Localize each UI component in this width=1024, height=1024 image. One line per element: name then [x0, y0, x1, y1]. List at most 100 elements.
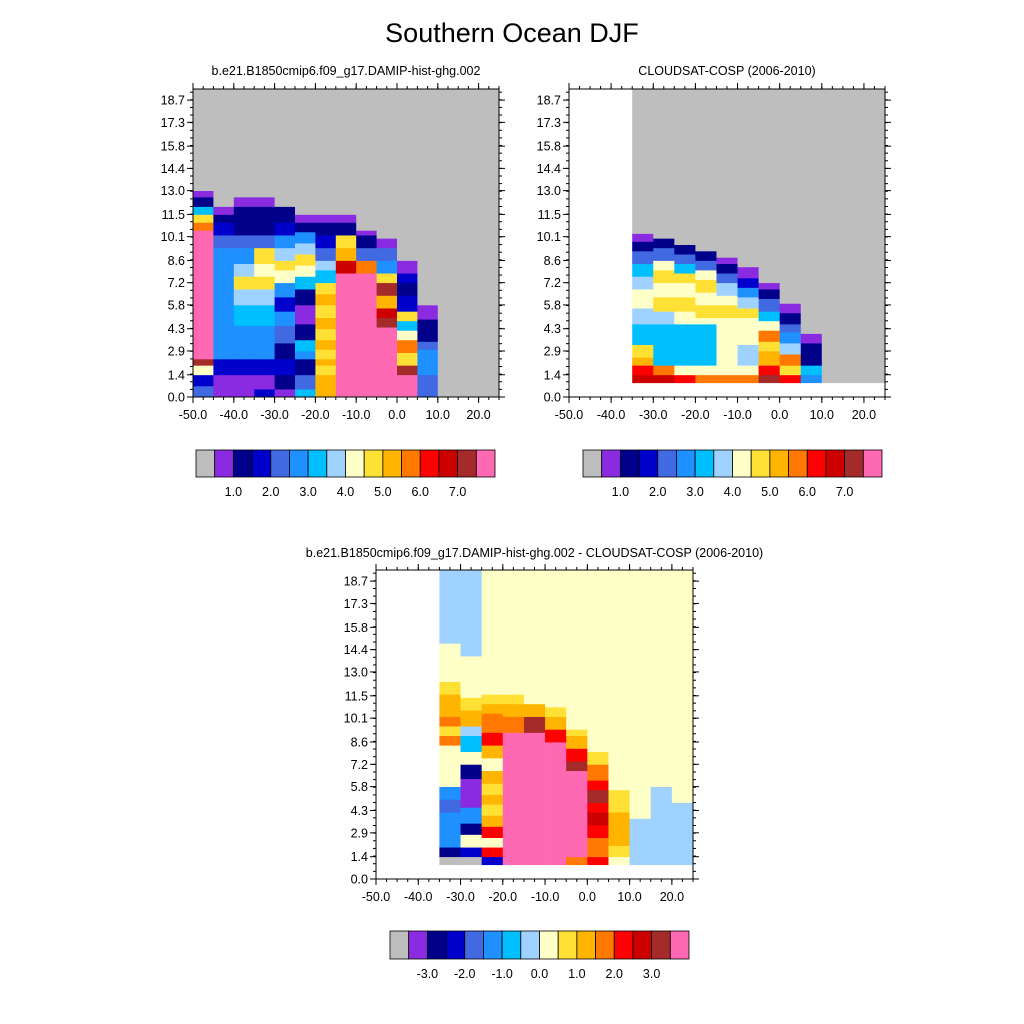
heatmap-cell [481, 847, 504, 858]
x-tick-label: -30.0 [446, 890, 475, 904]
heatmap-cell [397, 320, 418, 331]
heatmap-cell [632, 233, 654, 242]
heatmap-cell [502, 716, 525, 733]
y-tick-label: 10.1 [161, 230, 185, 244]
colorbar-swatch [382, 449, 402, 478]
colorbar-label: 2.0 [606, 967, 623, 981]
heatmap-cell [254, 358, 275, 376]
heatmap-cell [653, 296, 675, 312]
heatmap-cell [315, 304, 337, 319]
heatmap-cell [737, 266, 759, 279]
heatmap-cell [315, 374, 337, 390]
heatmap-cell [439, 856, 461, 866]
y-tick-label: 2.9 [544, 344, 561, 358]
y-tick-label: 10.1 [344, 712, 368, 726]
panel-title: b.e21.B1850cmip6.f09_g17.DAMIP-hist-ghg.… [306, 546, 763, 560]
heatmap-cell [587, 570, 609, 752]
heatmap-cell [254, 89, 275, 198]
heatmap-cell [254, 222, 275, 236]
heatmap-cell [233, 276, 255, 290]
heatmap-cell [737, 328, 759, 346]
colorbar: 1.0 2.0 3.0 4.0 5.0 6.0 7.0 [195, 449, 496, 499]
heatmap-cell [417, 384, 439, 398]
colorbar-label: 1.0 [225, 485, 242, 499]
heatmap-cell [481, 570, 504, 695]
x-tick-label: -20.0 [489, 890, 518, 904]
heatmap-cell [274, 282, 296, 298]
colorbar-swatch [426, 930, 447, 960]
heatmap-cell [439, 847, 461, 858]
heatmap-cell [653, 260, 675, 271]
heatmap-cell [254, 374, 275, 390]
heatmap-cell [233, 196, 255, 207]
heatmap-cell [356, 235, 377, 249]
heatmap-cell [650, 786, 673, 866]
heatmap-cell [608, 789, 630, 813]
colorbar-label: 7.0 [449, 485, 466, 499]
heatmap-cell [439, 757, 461, 772]
heatmap-cell [587, 789, 609, 803]
colorbar-swatch [270, 449, 290, 478]
y-tick-label: 7.2 [544, 276, 561, 290]
heatmap-cell [758, 289, 781, 299]
y-tick-label: 5.8 [351, 780, 368, 794]
colorbar-swatch [632, 930, 653, 960]
heatmap-cell [274, 374, 296, 390]
heatmap-cell [653, 365, 675, 376]
heatmap-cell [737, 317, 759, 330]
x-tick-label: 20.0 [466, 408, 490, 422]
heatmap-cell [716, 374, 738, 384]
heatmap-cell [274, 311, 296, 326]
heatmap-cell [800, 89, 823, 334]
heatmap-cell [632, 250, 654, 265]
heatmap-cell [397, 339, 418, 353]
colorbar-swatch [539, 930, 559, 960]
heatmap-cell [695, 250, 717, 261]
heatmap-cell [695, 269, 717, 280]
heatmap-cell [842, 89, 865, 384]
heatmap-cell [478, 89, 500, 398]
heatmap-cell [295, 265, 316, 277]
heatmap-cell [417, 374, 439, 385]
heatmap-cell [295, 289, 316, 306]
heatmap-cell [632, 289, 654, 309]
heatmap-cell [193, 206, 214, 215]
y-tick-label: 18.7 [344, 575, 368, 589]
heatmap-cell [632, 323, 654, 346]
heatmap-cell [716, 330, 738, 346]
heatmap-cell [460, 834, 483, 848]
heatmap-cell [295, 276, 316, 290]
colorbar-swatch [483, 930, 503, 960]
heatmap-cell [213, 358, 235, 376]
heatmap-cell [653, 282, 675, 298]
heatmap-cell [737, 374, 759, 384]
heatmap-cell [653, 374, 675, 384]
y-tick-label: 8.6 [351, 736, 368, 750]
heatmap-cell [779, 331, 802, 344]
colorbar-label: 5.0 [761, 485, 778, 499]
heatmap-cell [397, 330, 418, 341]
panel-title: CLOUDSAT-COSP (2006-2010) [638, 64, 815, 78]
colorbar-swatch [520, 930, 540, 960]
x-tick-label: -10.0 [342, 408, 371, 422]
heatmap-cell [254, 389, 275, 398]
heatmap-cell [481, 745, 504, 759]
heatmap-cell [439, 770, 461, 788]
colorbar-label: 5.0 [374, 485, 391, 499]
x-tick-label: 10.0 [810, 408, 834, 422]
colorbar-label: 3.0 [643, 967, 660, 981]
heatmap-cell [233, 89, 255, 198]
heatmap-cell [315, 328, 337, 341]
heatmap-cell [193, 214, 214, 223]
heatmap-cell [274, 235, 296, 249]
heatmap-cell [460, 710, 483, 727]
colorbar-swatch [613, 930, 634, 960]
heatmap-cell [737, 287, 759, 298]
heatmap-cell [315, 214, 337, 223]
heatmap-cell [397, 295, 418, 312]
y-tick-label: 14.4 [161, 162, 185, 176]
colorbar-swatch [457, 449, 477, 478]
heatmap-cell [653, 344, 675, 366]
heatmap-cell [397, 365, 418, 376]
colorbar-swatch [657, 449, 677, 478]
